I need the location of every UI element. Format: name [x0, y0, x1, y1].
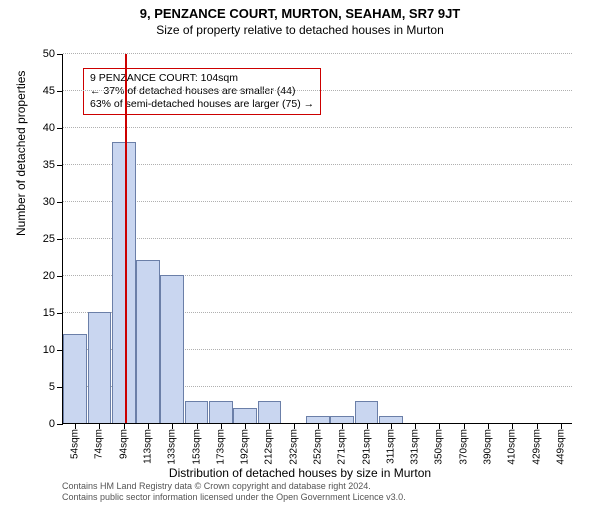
y-tick: [57, 239, 63, 240]
gridline: [63, 53, 572, 54]
x-tick-label: 271sqm: [337, 429, 348, 465]
footer-line1: Contains HM Land Registry data © Crown c…: [62, 481, 406, 491]
annotation-box: 9 PENZANCE COURT: 104sqm ← 37% of detach…: [83, 68, 321, 115]
histogram-bar: [112, 142, 136, 423]
x-tick-label: 390sqm: [483, 429, 494, 465]
x-tick-label: 173sqm: [215, 429, 226, 465]
x-tick-label: 192sqm: [240, 429, 251, 465]
histogram-bar: [233, 408, 257, 423]
y-tick-label: 50: [43, 48, 55, 60]
x-tick-label: 153sqm: [191, 429, 202, 465]
histogram-bar: [63, 334, 87, 423]
y-tick-label: 30: [43, 196, 55, 208]
x-tick-label: 350sqm: [434, 429, 445, 465]
annotation-line1: 9 PENZANCE COURT: 104sqm: [90, 72, 314, 85]
y-tick: [57, 424, 63, 425]
y-tick: [57, 91, 63, 92]
x-tick-label: 113sqm: [143, 429, 154, 464]
y-tick: [57, 128, 63, 129]
y-tick-label: 0: [49, 418, 55, 430]
histogram-bar: [88, 312, 112, 423]
gridline: [63, 90, 572, 91]
histogram-bar: [330, 416, 354, 423]
annotation-line3: 63% of semi-detached houses are larger (…: [90, 98, 314, 111]
x-tick-label: 133sqm: [167, 429, 178, 465]
gridline: [63, 201, 572, 202]
y-tick: [57, 165, 63, 166]
y-tick-label: 20: [43, 270, 55, 282]
histogram-bar: [136, 260, 160, 423]
histogram-bar: [355, 401, 379, 423]
y-tick-label: 25: [43, 233, 55, 245]
y-tick-label: 40: [43, 122, 55, 134]
y-tick: [57, 202, 63, 203]
histogram-bar: [185, 401, 209, 423]
x-tick-label: 291sqm: [361, 429, 372, 465]
x-tick-label: 410sqm: [507, 429, 518, 465]
y-tick-label: 45: [43, 85, 55, 97]
histogram-bar: [379, 416, 403, 423]
y-tick: [57, 276, 63, 277]
y-tick: [57, 387, 63, 388]
y-tick: [57, 54, 63, 55]
x-tick-label: 74sqm: [94, 429, 105, 459]
reference-line: [125, 54, 127, 423]
y-tick-label: 35: [43, 159, 55, 171]
x-tick-label: 370sqm: [458, 429, 469, 465]
x-tick-label: 232sqm: [288, 429, 299, 465]
x-tick-label: 54sqm: [70, 429, 81, 459]
y-tick-label: 15: [43, 307, 55, 319]
x-tick-label: 311sqm: [385, 429, 396, 464]
histogram-bar: [306, 416, 330, 423]
chart-plot-area: 9 PENZANCE COURT: 104sqm ← 37% of detach…: [62, 54, 572, 424]
y-tick: [57, 350, 63, 351]
chart-subtitle: Size of property relative to detached ho…: [0, 23, 600, 37]
x-tick-label: 429sqm: [531, 429, 542, 465]
x-tick-label: 449sqm: [555, 429, 566, 465]
gridline: [63, 127, 572, 128]
x-tick-label: 331sqm: [410, 429, 421, 465]
footer-attribution: Contains HM Land Registry data © Crown c…: [62, 481, 406, 502]
footer-line3: Contains public sector information licen…: [62, 492, 406, 502]
histogram-bar: [209, 401, 233, 423]
annotation-line2: ← 37% of detached houses are smaller (44…: [90, 85, 314, 98]
chart-title: 9, PENZANCE COURT, MURTON, SEAHAM, SR7 9…: [0, 6, 600, 21]
histogram-bar: [258, 401, 282, 423]
y-axis-label: Number of detached properties: [14, 71, 28, 236]
gridline: [63, 238, 572, 239]
gridline: [63, 164, 572, 165]
x-axis-label: Distribution of detached houses by size …: [0, 466, 600, 480]
x-tick-label: 212sqm: [264, 429, 275, 465]
y-tick: [57, 313, 63, 314]
histogram-bar: [160, 275, 184, 423]
x-tick-label: 94sqm: [118, 429, 129, 459]
y-tick-label: 10: [43, 344, 55, 356]
y-tick-label: 5: [49, 381, 55, 393]
x-tick-label: 252sqm: [313, 429, 324, 465]
